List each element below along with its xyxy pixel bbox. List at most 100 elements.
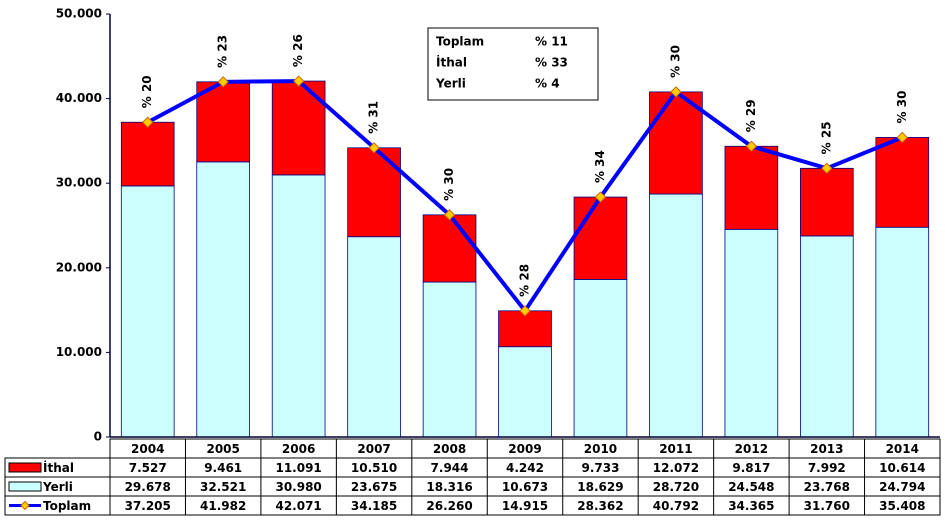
table-value: 10.510 <box>351 461 397 475</box>
table-value: 4.242 <box>506 461 544 475</box>
table-value: 34.365 <box>728 499 774 513</box>
table-value: 9.733 <box>581 461 619 475</box>
bar <box>800 235 854 438</box>
annotation: % 26 <box>291 34 305 67</box>
y-tick-label: 40.000 <box>56 91 102 105</box>
legend-label: Toplam <box>43 499 91 513</box>
table-value: 32.521 <box>200 480 246 494</box>
table-value: 7.992 <box>808 461 846 475</box>
x-tick-label: 2004 <box>131 442 164 456</box>
y-tick-label: 0 <box>94 430 102 444</box>
table-value: 23.675 <box>351 480 397 494</box>
bar <box>724 145 779 230</box>
table-value: 34.185 <box>351 499 397 513</box>
table-value: 40.792 <box>653 499 699 513</box>
legend-label: İthal <box>43 460 74 475</box>
annotation: % 30 <box>442 168 456 201</box>
table-value: 42.071 <box>275 499 321 513</box>
table-value: 24.548 <box>728 480 774 494</box>
annotation: % 23 <box>216 35 230 68</box>
x-tick-label: 2012 <box>735 442 768 456</box>
table-value: 29.678 <box>125 480 171 494</box>
annotation: % 25 <box>819 121 833 154</box>
bar <box>196 161 250 438</box>
y-tick-label: 20.000 <box>56 260 102 274</box>
table-value: 35.408 <box>879 499 925 513</box>
marker <box>217 76 229 88</box>
legend-key <box>8 462 42 473</box>
table-value: 10.614 <box>879 461 925 475</box>
annotation: % 31 <box>367 101 381 134</box>
marker <box>670 86 682 98</box>
bar <box>347 147 401 238</box>
annotation: % 28 <box>518 264 532 297</box>
table-value: 14.915 <box>502 499 548 513</box>
table-value: 37.205 <box>125 499 171 513</box>
marker <box>142 116 154 128</box>
annotation: % 30 <box>668 45 682 78</box>
bar <box>649 193 703 438</box>
table-row <box>4 495 941 516</box>
summary-value: % 4 <box>535 77 560 91</box>
table-value: 11.091 <box>275 461 321 475</box>
x-tick-label: 2013 <box>810 442 843 456</box>
y-tick-label: 10.000 <box>56 345 102 359</box>
table-value: 9.461 <box>204 461 242 475</box>
bar <box>573 196 628 280</box>
summary-name: Toplam <box>436 35 484 49</box>
bar <box>498 346 552 438</box>
bar <box>196 81 250 163</box>
table-value: 28.362 <box>577 499 623 513</box>
bar <box>120 121 175 187</box>
table-value: 10.673 <box>502 480 548 494</box>
legend-key <box>8 481 42 492</box>
x-tick-label: 2006 <box>282 442 315 456</box>
bar <box>271 174 326 438</box>
annotation: % 29 <box>744 99 758 132</box>
table-value: 26.260 <box>426 499 472 513</box>
bar <box>422 281 477 438</box>
x-tick-label: 2009 <box>508 442 541 456</box>
table-value: 12.072 <box>653 461 699 475</box>
x-tick-label: 2008 <box>433 442 466 456</box>
bar <box>800 167 854 237</box>
bar <box>347 236 401 438</box>
bar <box>724 228 779 438</box>
summary-name: İthal <box>436 55 467 70</box>
x-tick-label: 2010 <box>584 442 617 456</box>
legend-key <box>20 500 30 511</box>
annotation: % 30 <box>895 91 909 124</box>
marker <box>292 75 305 87</box>
table-value: 28.720 <box>653 480 699 494</box>
annotation: % 20 <box>140 75 154 108</box>
x-tick-label: 2014 <box>886 442 919 456</box>
bar <box>875 137 930 228</box>
table-value: 18.629 <box>577 480 623 494</box>
table-value: 30.980 <box>275 480 321 494</box>
table-value: 7.944 <box>431 461 469 475</box>
summary-box <box>427 27 599 101</box>
table-value: 9.817 <box>732 461 770 475</box>
summary-value: % 11 <box>535 35 568 49</box>
table-value: 23.768 <box>804 480 850 494</box>
bar <box>422 214 477 283</box>
marker <box>821 162 833 175</box>
summary-value: % 33 <box>535 56 568 70</box>
bar <box>573 278 628 438</box>
x-tick-label: 2005 <box>206 442 239 456</box>
table-value: 31.760 <box>804 499 850 513</box>
table-value: 41.982 <box>200 499 246 513</box>
annotation: % 34 <box>593 150 607 183</box>
bar <box>498 310 552 348</box>
marker <box>519 305 531 317</box>
marker <box>896 131 908 144</box>
bar <box>875 226 930 438</box>
x-tick-label: 2007 <box>357 442 390 456</box>
y-tick-label: 30.000 <box>56 176 102 190</box>
marker <box>443 209 456 221</box>
x-tick-label: 2011 <box>659 442 692 456</box>
marker <box>594 191 607 203</box>
table-value: 7.527 <box>129 461 167 475</box>
table-value: 18.316 <box>426 480 472 494</box>
summary-name: Yerli <box>435 77 466 91</box>
